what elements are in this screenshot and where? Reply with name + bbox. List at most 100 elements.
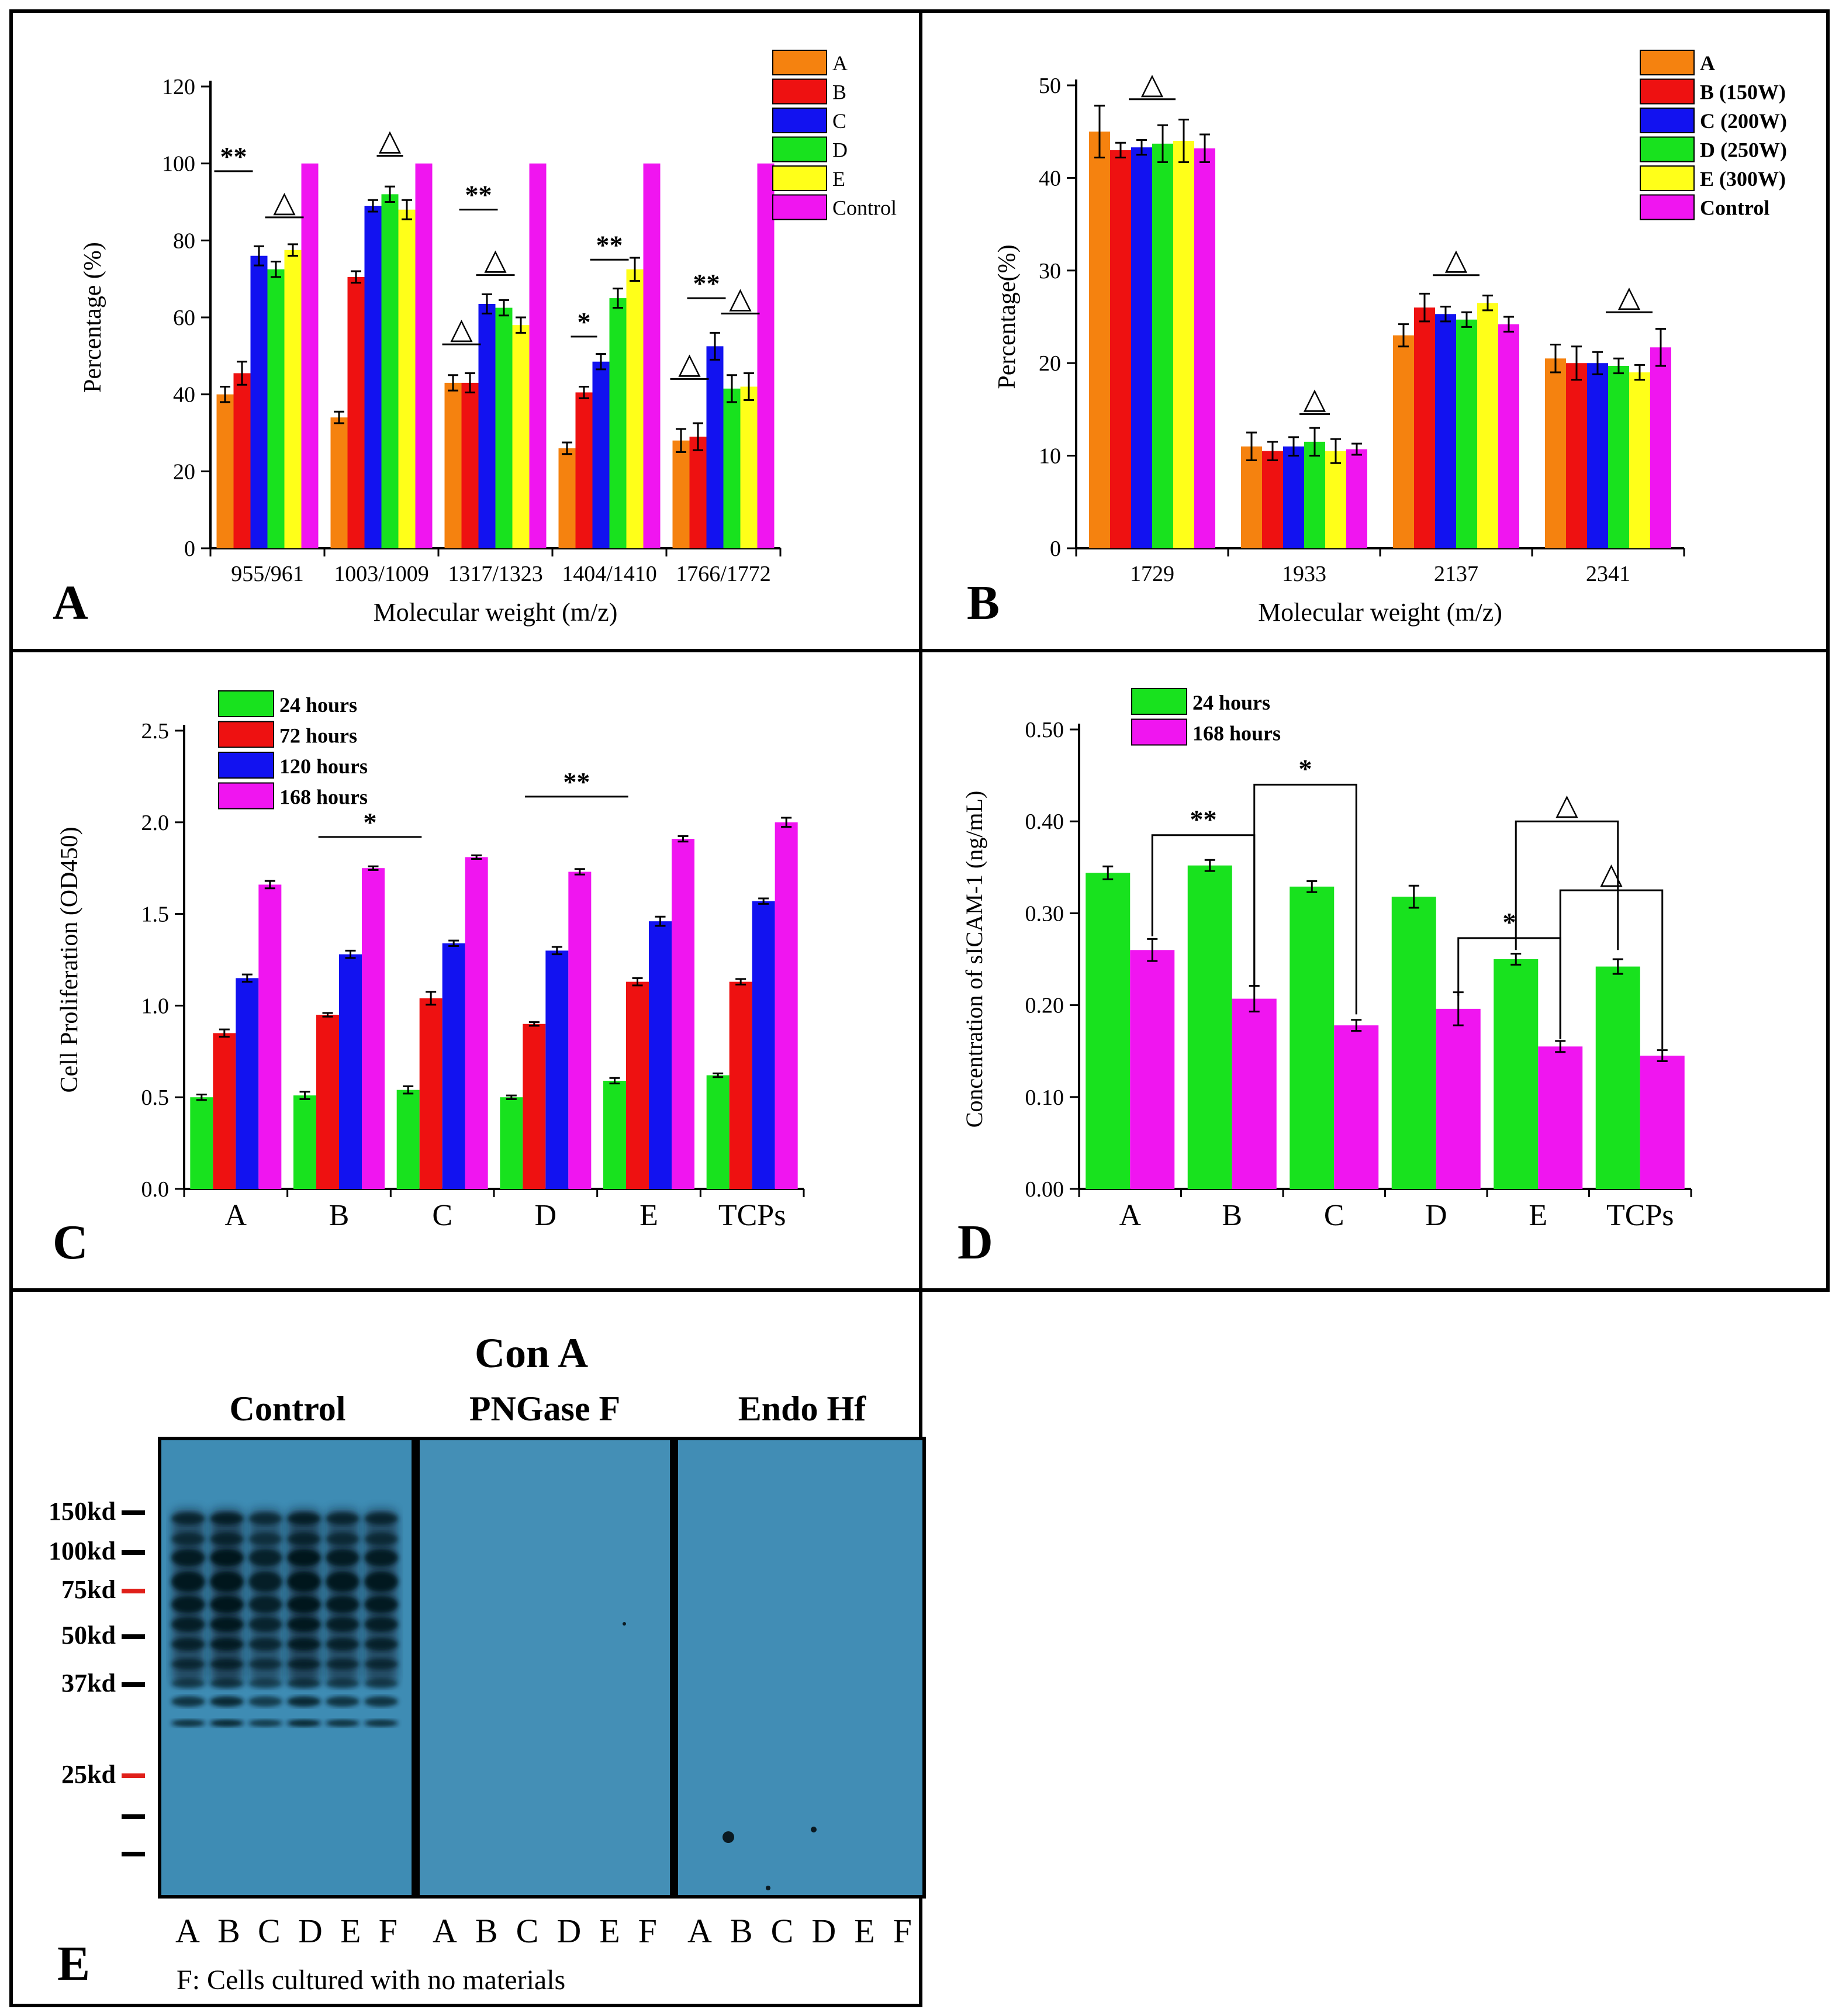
x-tick-label: 1766/1772 [676,562,771,586]
bar [1283,446,1304,548]
legend-label: C [832,109,846,133]
bar [1232,998,1277,1189]
blot-smear [250,1509,281,1685]
blot-band [248,1659,282,1669]
bar [1241,446,1262,548]
lane-label: E [340,1912,361,1950]
bar [301,163,319,549]
blot-smear [172,1509,204,1685]
significance-mark: △ [678,347,701,379]
bar [1498,324,1519,548]
blot-band [171,1571,205,1592]
significance-mark: * [364,807,377,837]
bar [740,386,758,548]
y-tick-label: 10 [1039,444,1061,469]
x-tick-label: E [1529,1199,1547,1232]
legend-label: A [1700,51,1715,75]
legend-label: B [832,81,846,104]
blot-spot [766,1886,770,1890]
bar [706,346,724,548]
blot-band [287,1720,321,1727]
significance-mark: △ [1141,67,1164,100]
bar [419,998,443,1189]
blot-frame [158,1437,926,1899]
bar [729,981,752,1189]
blot-band [248,1679,282,1688]
blot-band [287,1679,321,1688]
bar [689,437,707,548]
bar [213,1033,236,1189]
legend-swatch [772,108,827,133]
legend-swatch [1640,108,1695,133]
legend-label: 168 hours [1192,722,1281,745]
bar [592,361,610,548]
significance-mark: △ [1304,382,1326,414]
blot-band [326,1638,359,1651]
blot-band [171,1679,205,1688]
blot-smear [211,1509,243,1685]
marker-label: 37kd [61,1669,116,1697]
blot-band [326,1513,359,1524]
bar [190,1097,213,1189]
y-tick-label: 2.0 [141,811,170,835]
lane-label: A [175,1912,200,1950]
blot-membrane-control [161,1440,412,1895]
blot-band [326,1679,359,1688]
legend-label: 168 hours [279,786,368,809]
blot-band [326,1533,359,1545]
blot-band [287,1696,321,1707]
bar [1414,307,1435,548]
bar [649,921,672,1189]
blot-band [364,1571,398,1592]
marker-label: 50kd [61,1621,116,1650]
significance-bracket [1515,820,1619,950]
bar [672,839,694,1189]
legend-swatch [772,194,827,220]
blot-group-endohf: Endo Hf [738,1389,866,1428]
legend-swatch [1131,688,1187,715]
legend-label: 72 hours [279,724,357,748]
legend-label: E (300W) [1700,167,1786,191]
blot-band [326,1549,359,1567]
bar [1595,966,1640,1189]
significance-mark: △ [1445,243,1468,276]
blot-band [287,1659,321,1669]
x-axis-title: Molecular weight (m/z) [1258,598,1502,627]
legend-label: 24 hours [1192,691,1270,714]
legend-swatch [218,752,274,779]
blot-spot [623,1622,626,1626]
bar [523,1023,546,1189]
legend-swatch [218,690,274,717]
x-tick-label: 1933 [1282,562,1326,586]
panel-label-a: A [53,576,88,630]
blot-band [364,1549,398,1567]
blot-band [287,1513,321,1524]
bar [1152,143,1173,549]
y-tick-label: 0.50 [1025,718,1064,742]
y-tick-label: 2.5 [141,719,170,744]
bar [442,943,465,1189]
y-axis-title: Percentage (%) [79,242,106,393]
blot-band [171,1720,205,1727]
x-tick-label: D [535,1199,557,1232]
bar [381,194,399,548]
legend-label: E [832,167,845,191]
lane-label: B [475,1912,498,1950]
x-tick-label: E [639,1199,658,1232]
bar [347,276,365,548]
bar [1187,865,1232,1189]
bar [1173,141,1194,549]
blot-band [248,1596,282,1613]
x-tick-label: B [1222,1199,1242,1232]
y-tick-label: 0 [1050,537,1061,561]
lane-label: C [770,1912,794,1950]
blot-band [248,1513,282,1524]
bar [757,163,775,549]
y-tick-label: 20 [173,459,195,484]
blot-smear [327,1509,358,1685]
bar [1494,959,1539,1189]
bar [545,950,569,1189]
legend-label: 120 hours [279,755,368,778]
panel-label-c: C [53,1215,88,1270]
bar [1629,372,1650,548]
